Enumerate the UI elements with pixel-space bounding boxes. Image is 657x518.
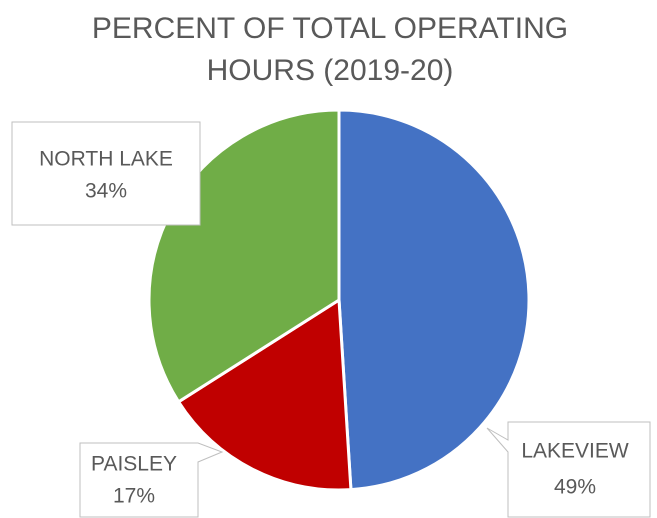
pie-slice — [337, 108, 531, 492]
data-label-value: 34% — [85, 180, 127, 203]
data-label-name: LAKEVIEW — [521, 440, 629, 463]
pie-slice — [176, 297, 353, 492]
label-box — [79, 442, 224, 518]
data-label-value: 17% — [113, 485, 155, 508]
chart-title: PERCENT OF TOTAL OPERATING HOURS (2019-2… — [91, 12, 569, 87]
label-box — [11, 121, 201, 226]
data-label-value: 49% — [554, 476, 596, 499]
data-label-name: NORTH LAKE — [39, 148, 173, 171]
data-label-name: PAISLEY — [91, 453, 177, 476]
label-box — [486, 421, 651, 518]
